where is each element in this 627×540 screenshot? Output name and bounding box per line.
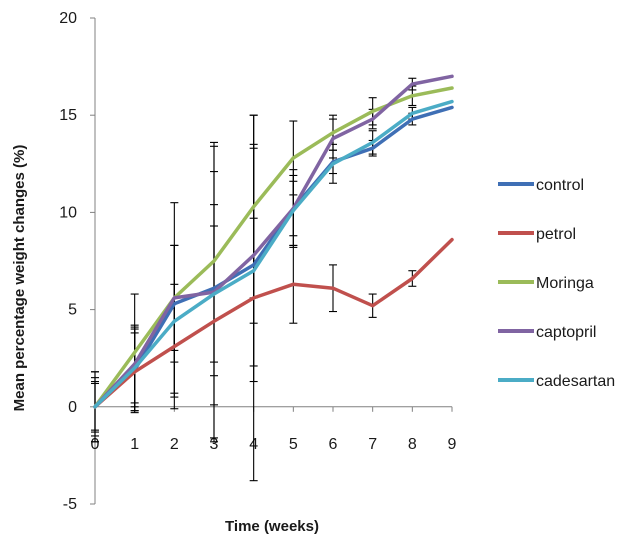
y-tick-label: 15 xyxy=(59,107,77,124)
series-line-control xyxy=(93,105,454,409)
x-tick-label: 3 xyxy=(210,436,219,453)
legend: control petrol Moringa captopril cadesartan xyxy=(498,177,615,390)
x-tick-label: 2 xyxy=(170,436,179,453)
series-line-captopril xyxy=(93,74,454,409)
y-tick-label: 5 xyxy=(68,302,77,319)
y-tick-label: 20 xyxy=(59,10,77,27)
y-tick-label: 0 xyxy=(68,399,77,416)
legend-label-control: control xyxy=(536,177,584,194)
legend-label-captopril: captopril xyxy=(536,324,596,341)
x-tick-label: 1 xyxy=(130,436,139,453)
x-tick-label: 6 xyxy=(329,436,338,453)
legend-label-cadesartan: cadesartan xyxy=(536,373,615,390)
y-tick-label: 10 xyxy=(59,204,77,221)
y-axis-title: Mean percentage weight changes (%) xyxy=(11,145,28,412)
legend-label-petrol: petrol xyxy=(536,226,576,243)
series-line-cadesartan xyxy=(93,99,454,409)
series-line-moringa xyxy=(93,86,454,409)
error-bars xyxy=(91,77,417,482)
x-tick-label: 7 xyxy=(368,436,377,453)
x-tick-label: 0 xyxy=(91,436,100,453)
series-lines xyxy=(93,74,454,409)
x-tick-label: 8 xyxy=(408,436,417,453)
x-axis-title: Time (weeks) xyxy=(225,518,319,535)
y-tick-label: -5 xyxy=(63,496,77,513)
series-line-petrol xyxy=(93,237,454,409)
legend-label-moringa: Moringa xyxy=(536,275,594,292)
x-tick-label: 9 xyxy=(448,436,457,453)
x-tick-label: 5 xyxy=(289,436,298,453)
